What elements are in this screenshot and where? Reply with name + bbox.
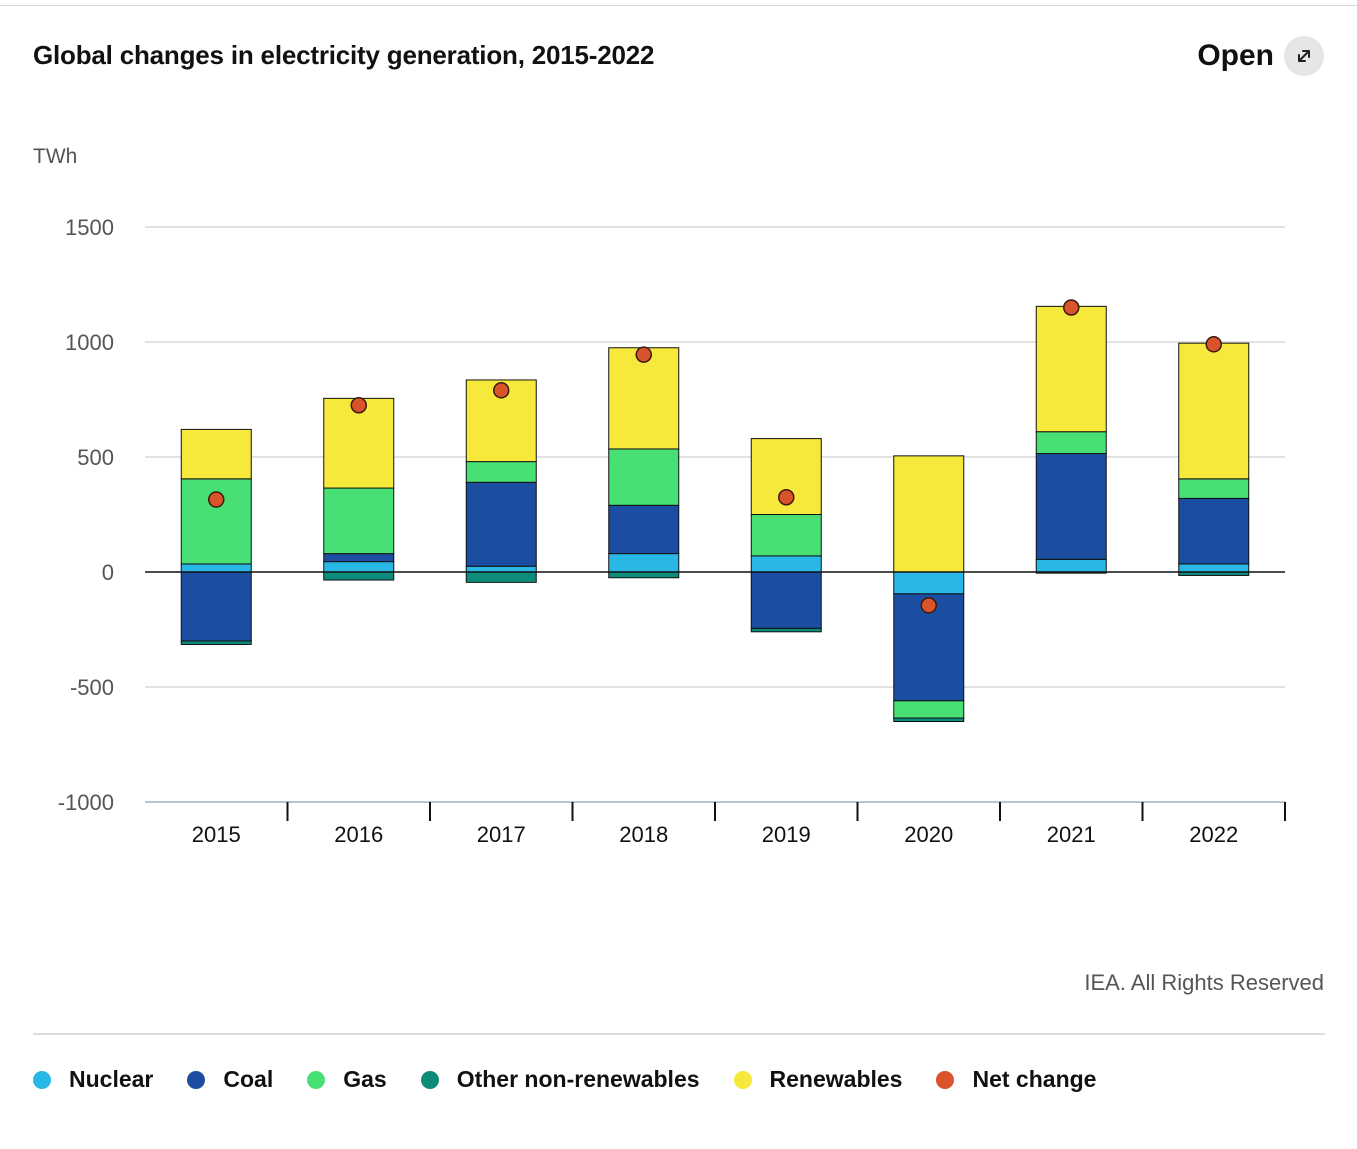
bar-renewables-2020 <box>893 455 965 573</box>
legend-item-other-non-renewables[interactable]: Other non-renewables <box>420 1066 700 1093</box>
bar-coal-2017 <box>465 481 537 567</box>
legend-item-renewables[interactable]: Renewables <box>733 1066 903 1093</box>
bar-nuclear-2022 <box>1178 563 1250 573</box>
legend-swatch-renewables <box>733 1070 752 1089</box>
bar-renewables-2022 <box>1178 342 1250 480</box>
net-change-point-2016 <box>350 397 367 414</box>
x-tick-label: 2021 <box>1047 822 1096 847</box>
bar-other-non-renewables-2018 <box>608 571 680 579</box>
legend-swatch-net-change <box>936 1070 955 1089</box>
legend-divider <box>33 1033 1325 1035</box>
legend-item-net-change[interactable]: Net change <box>936 1066 1096 1093</box>
bar-renewables-2018 <box>608 347 680 450</box>
net-change-point-2021 <box>1063 299 1080 316</box>
legend-label-gas: Gas <box>343 1066 387 1092</box>
net-change-point-2017 <box>493 382 510 399</box>
y-tick-label: 500 <box>77 445 114 470</box>
net-change-point-2022 <box>1205 336 1222 353</box>
bar-other-non-renewables-2015 <box>180 640 252 645</box>
x-tick-label: 2017 <box>477 822 526 847</box>
legend-label-nuclear: Nuclear <box>69 1066 154 1092</box>
bar-other-non-renewables-2017 <box>465 571 537 583</box>
bar-gas-2020 <box>893 700 965 719</box>
y-tick-label: 1500 <box>65 215 114 240</box>
bar-coal-2016 <box>323 553 395 563</box>
legend-item-nuclear[interactable]: Nuclear <box>33 1066 153 1093</box>
bar-gas-2016 <box>323 487 395 555</box>
bar-gas-2021 <box>1035 431 1107 455</box>
chart-title: Global changes in electricity generation… <box>33 40 655 70</box>
top-divider <box>0 5 1357 6</box>
bar-coal-2018 <box>608 504 680 555</box>
x-tick-label: 2015 <box>192 822 241 847</box>
bar-coal-2019 <box>750 571 822 629</box>
bar-renewables-2021 <box>1035 305 1107 433</box>
x-tick-label: 2020 <box>904 822 953 847</box>
x-tick-label: 2018 <box>619 822 668 847</box>
expand-arrows-icon <box>1284 36 1324 76</box>
legend-swatch-coal <box>187 1070 206 1089</box>
legend: Nuclear Coal Gas Other non-renewables Re… <box>33 1066 1130 1093</box>
chart-area: TWh 1500 1000 500 0 -500 -1000 2015 2016 2017 2018… <box>33 145 1286 847</box>
bar-nuclear-2017 <box>465 565 537 573</box>
x-tick-label: 2016 <box>334 822 383 847</box>
x-tick-label: 2019 <box>762 822 811 847</box>
y-tick-label: -1000 <box>58 790 114 815</box>
bar-coal-2022 <box>1178 497 1250 565</box>
bar-gas-2017 <box>465 461 537 483</box>
bar-nuclear-2018 <box>608 553 680 573</box>
bar-gas-2022 <box>1178 478 1250 499</box>
legend-label-renewables: Renewables <box>769 1066 903 1092</box>
open-button-label: Open <box>1197 39 1274 72</box>
legend-label-net-change: Net change <box>972 1066 1097 1092</box>
legend-label-coal: Coal <box>223 1066 274 1092</box>
y-tick-label: 0 <box>102 560 114 585</box>
net-change-point-2019 <box>778 489 795 506</box>
bar-other-non-renewables-2019 <box>750 627 822 633</box>
legend-swatch-nuclear <box>33 1070 51 1089</box>
y-tick-label: -500 <box>70 675 114 700</box>
legend-swatch-gas <box>307 1070 326 1089</box>
legend-label-other-non-renewables: Other non-renewables <box>456 1066 700 1092</box>
bar-other-non-renewables-2016 <box>323 571 395 581</box>
x-tick-label: 2022 <box>1189 822 1238 847</box>
bar-nuclear-2021 <box>1035 558 1107 573</box>
bar-gas-2018 <box>608 448 680 506</box>
bar-nuclear-2016 <box>323 561 395 573</box>
expand-arrows-glyph <box>1298 50 1310 62</box>
bar-coal-2015 <box>180 571 252 642</box>
bar-coal-2021 <box>1035 453 1107 560</box>
bar-renewables-2015 <box>180 428 252 480</box>
y-tick-label: 1000 <box>65 330 114 355</box>
open-button[interactable]: Open <box>1197 36 1324 76</box>
net-change-point-2018 <box>635 346 652 363</box>
legend-swatch-other-non-renewables <box>420 1070 439 1089</box>
net-change-point-2015 <box>208 491 225 508</box>
bar-other-non-renewables-2020 <box>893 717 965 722</box>
bar-nuclear-2019 <box>750 555 822 573</box>
y-axis-label: TWh <box>33 145 77 168</box>
bar-nuclear-2020 <box>893 571 965 595</box>
legend-item-coal[interactable]: Coal <box>187 1066 273 1093</box>
bar-gas-2019 <box>750 514 822 557</box>
legend-item-gas[interactable]: Gas <box>307 1066 387 1093</box>
net-change-point-2020 <box>920 597 937 614</box>
bar-nuclear-2015 <box>180 563 252 573</box>
credit-text: IEA. All Rights Reserved <box>1084 970 1324 995</box>
